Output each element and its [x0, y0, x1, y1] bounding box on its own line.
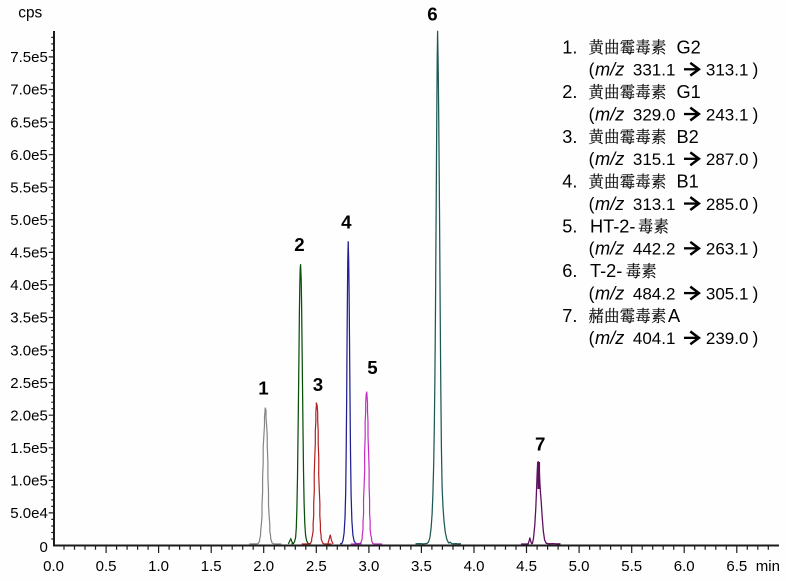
svg-text:305.1: 305.1: [706, 284, 749, 303]
svg-text:min: min: [756, 558, 780, 575]
svg-text:4.: 4.: [562, 172, 577, 192]
svg-text:5: 5: [367, 357, 377, 378]
svg-text:7.0e5: 7.0e5: [10, 82, 48, 99]
svg-text:0.0: 0.0: [43, 558, 64, 575]
svg-text:B2: B2: [677, 127, 699, 147]
svg-text:G1: G1: [677, 82, 701, 102]
svg-text:m/z: m/z: [595, 104, 624, 124]
svg-text:1.0: 1.0: [148, 558, 169, 575]
svg-text:B1: B1: [677, 172, 699, 192]
svg-text:1.5e5: 1.5e5: [10, 440, 48, 457]
svg-text:m/z: m/z: [595, 149, 624, 169]
svg-text:5.0e5: 5.0e5: [10, 212, 48, 229]
svg-text:442.2: 442.2: [633, 240, 676, 259]
svg-text:1: 1: [258, 378, 268, 399]
svg-text:(: (: [589, 60, 595, 80]
svg-text:4.5e5: 4.5e5: [10, 245, 48, 262]
svg-text:): ): [753, 328, 759, 348]
svg-text:6.0: 6.0: [674, 558, 695, 575]
svg-text:4.0: 4.0: [464, 558, 485, 575]
svg-text:5.5: 5.5: [621, 558, 642, 575]
svg-text:): ): [753, 104, 759, 124]
svg-text:6.5e5: 6.5e5: [10, 114, 48, 131]
svg-text:(: (: [589, 239, 595, 259]
svg-text:(: (: [589, 283, 595, 303]
svg-text:6.5: 6.5: [726, 558, 747, 575]
svg-text:G2: G2: [677, 37, 701, 57]
svg-text:): ): [753, 239, 759, 259]
svg-text:7: 7: [535, 434, 545, 455]
svg-text:2.5e5: 2.5e5: [10, 375, 48, 392]
svg-text:m/z: m/z: [595, 239, 624, 259]
svg-text:5.: 5.: [562, 216, 577, 236]
svg-text:A: A: [668, 306, 681, 326]
svg-text:315.1: 315.1: [633, 150, 676, 169]
svg-text:3.5: 3.5: [411, 558, 432, 575]
svg-text:5.0: 5.0: [569, 558, 590, 575]
svg-text:5.5e5: 5.5e5: [10, 179, 48, 196]
svg-text:331.1: 331.1: [633, 61, 676, 80]
svg-text:(: (: [589, 149, 595, 169]
svg-text:329.0: 329.0: [633, 105, 676, 124]
svg-text:2.0: 2.0: [253, 558, 274, 575]
svg-text:m/z: m/z: [595, 328, 624, 348]
svg-text:(: (: [589, 328, 595, 348]
svg-text:2.0e5: 2.0e5: [10, 407, 48, 424]
svg-text:4.0e5: 4.0e5: [10, 277, 48, 294]
svg-text:m/z: m/z: [595, 283, 624, 303]
svg-text:2.: 2.: [562, 82, 577, 102]
svg-text:2.5: 2.5: [306, 558, 327, 575]
svg-text:4: 4: [341, 212, 352, 233]
svg-text:4.5: 4.5: [516, 558, 537, 575]
svg-text:1.: 1.: [562, 37, 577, 57]
svg-text:cps: cps: [18, 4, 42, 21]
svg-text:3.0: 3.0: [358, 558, 379, 575]
svg-text:3: 3: [313, 374, 323, 395]
svg-text:1.5: 1.5: [201, 558, 222, 575]
svg-text:313.1: 313.1: [633, 195, 676, 214]
svg-text:7.: 7.: [562, 306, 577, 326]
svg-text:484.2: 484.2: [633, 284, 676, 303]
svg-text:3.: 3.: [562, 127, 577, 147]
svg-text:285.0: 285.0: [706, 195, 749, 214]
svg-text:T-2-: T-2-: [590, 261, 622, 281]
svg-text:2: 2: [294, 234, 304, 255]
svg-text:0.5: 0.5: [96, 558, 117, 575]
svg-text:m/z: m/z: [595, 60, 624, 80]
svg-text:6.: 6.: [562, 261, 577, 281]
svg-text:263.1: 263.1: [706, 240, 749, 259]
svg-text:HT-2-: HT-2-: [590, 216, 635, 236]
svg-text:6: 6: [427, 3, 437, 24]
svg-text:3.5e5: 3.5e5: [10, 310, 48, 327]
svg-text:404.1: 404.1: [633, 329, 676, 348]
svg-text:): ): [753, 283, 759, 303]
svg-text:m/z: m/z: [595, 194, 624, 214]
svg-text:243.1: 243.1: [706, 105, 749, 124]
svg-text:239.0: 239.0: [706, 329, 749, 348]
svg-text:): ): [753, 194, 759, 214]
svg-text:): ): [753, 60, 759, 80]
svg-text:7.5e5: 7.5e5: [10, 49, 48, 66]
svg-text:6.0e5: 6.0e5: [10, 147, 48, 164]
svg-text:(: (: [589, 194, 595, 214]
svg-text:1.0e5: 1.0e5: [10, 473, 48, 490]
svg-text:3.0e5: 3.0e5: [10, 342, 48, 359]
svg-text:0: 0: [39, 539, 47, 556]
svg-text:313.1: 313.1: [706, 61, 749, 80]
svg-text:(: (: [589, 104, 595, 124]
svg-text:5.0e4: 5.0e4: [10, 505, 48, 522]
svg-text:): ): [753, 149, 759, 169]
svg-text:287.0: 287.0: [706, 150, 749, 169]
